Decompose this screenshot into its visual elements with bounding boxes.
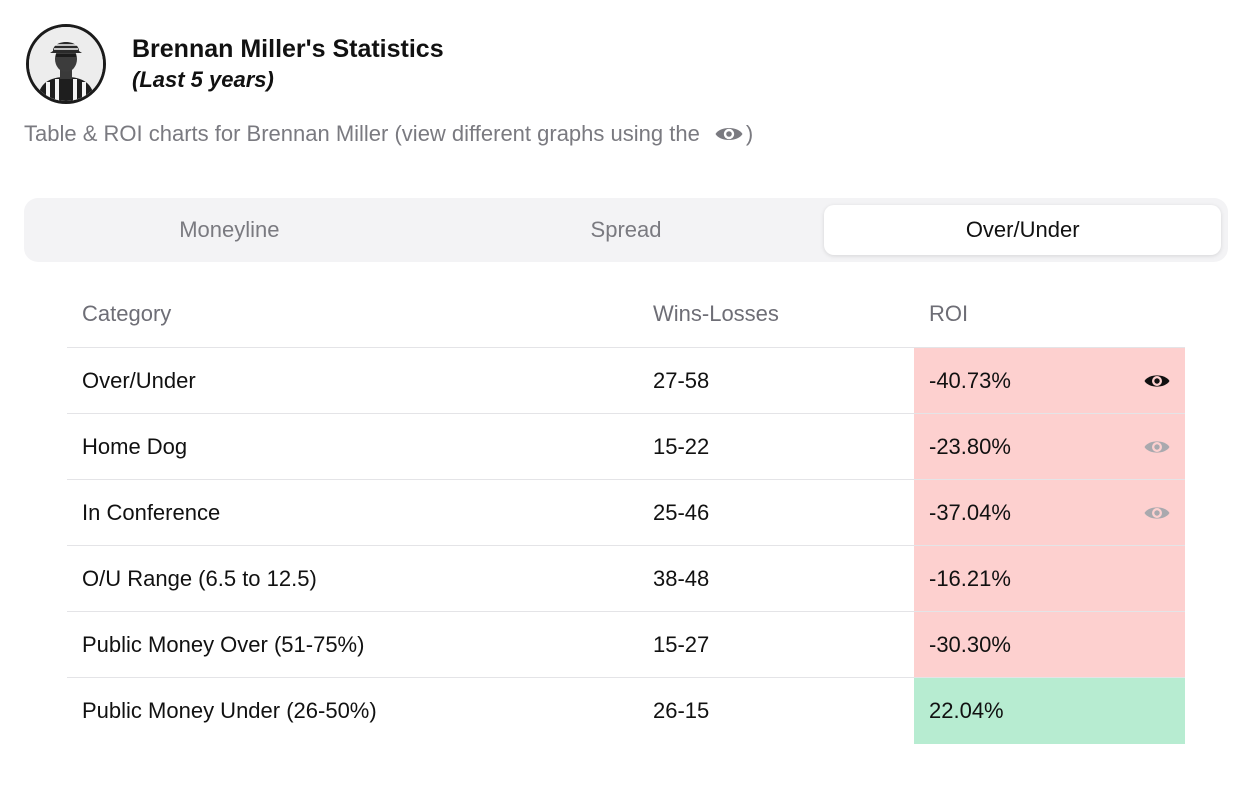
eye-icon[interactable] xyxy=(1143,503,1171,523)
category-cell: O/U Range (6.5 to 12.5) xyxy=(82,565,317,591)
category-cell: Over/Under xyxy=(82,367,196,393)
roi-cell: -40.73% xyxy=(914,348,1185,413)
record-cell: 15-27 xyxy=(653,631,710,657)
profile-header: Brennan Miller's Statistics (Last 5 year… xyxy=(26,24,444,104)
table-row: Public Money Over (51-75%) 15-27 -30.30% xyxy=(67,612,1185,678)
eye-icon[interactable] xyxy=(1143,371,1171,391)
roi-value: -37.04% xyxy=(929,499,1011,525)
page-subtitle: (Last 5 years) xyxy=(132,67,274,92)
tab-over-under[interactable]: Over/Under xyxy=(824,205,1222,255)
eye-icon xyxy=(714,123,744,145)
roi-cell: -23.80% xyxy=(914,414,1185,479)
record-cell: 15-22 xyxy=(653,433,710,459)
tab-moneyline[interactable]: Moneyline xyxy=(179,217,280,242)
roi-cell: -30.30% xyxy=(914,612,1185,677)
record-cell: 26-15 xyxy=(653,698,710,723)
column-header-roi: ROI xyxy=(929,300,969,326)
record-cell: 27-58 xyxy=(653,367,710,393)
column-header-category: Category xyxy=(82,300,172,326)
bet-type-tabs: Moneyline Spread Over/Under xyxy=(24,198,1228,262)
page-title: Brennan Miller's Statistics xyxy=(132,35,444,63)
category-cell: Home Dog xyxy=(82,433,188,459)
referee-avatar xyxy=(26,24,106,104)
roi-cell: 22.04% xyxy=(914,678,1185,744)
table-row: O/U Range (6.5 to 12.5) 38-48 -16.21% xyxy=(67,546,1185,612)
category-cell: Public Money Under (26-50%) xyxy=(82,698,377,723)
description-suffix: ) xyxy=(745,121,754,146)
roi-value: 22.04% xyxy=(929,698,1004,723)
category-cell: In Conference xyxy=(82,499,221,525)
table-row: Over/Under 27-58 -40.73% xyxy=(67,348,1185,414)
roi-value: -30.30% xyxy=(929,631,1011,657)
description-text: Table & ROI charts for Brennan Miller (v… xyxy=(24,121,700,146)
description: Table & ROI charts for Brennan Miller (v… xyxy=(24,121,753,147)
table-row: Home Dog 15-22 -23.80% xyxy=(67,414,1185,480)
table-row: In Conference 25-46 -37.04% xyxy=(67,480,1185,546)
roi-value: -40.73% xyxy=(929,367,1011,393)
tab-spread[interactable]: Spread xyxy=(590,217,662,242)
roi-value: -23.80% xyxy=(929,433,1011,459)
roi-value: -16.21% xyxy=(929,565,1011,591)
record-cell: 25-46 xyxy=(653,499,710,525)
eye-icon[interactable] xyxy=(1143,437,1171,457)
roi-cell: -37.04% xyxy=(914,480,1185,545)
table-header: Category Wins-Losses ROI xyxy=(67,280,1185,348)
column-header-wins-losses: Wins-Losses xyxy=(653,300,779,326)
category-cell: Public Money Over (51-75%) xyxy=(82,631,365,657)
table-row: Public Money Under (26-50%) 26-15 22.04% xyxy=(67,678,1185,744)
roi-cell: -16.21% xyxy=(914,546,1185,611)
record-cell: 38-48 xyxy=(653,565,710,591)
stats-table: Category Wins-Losses ROI Over/Under 27-5… xyxy=(67,280,1185,744)
